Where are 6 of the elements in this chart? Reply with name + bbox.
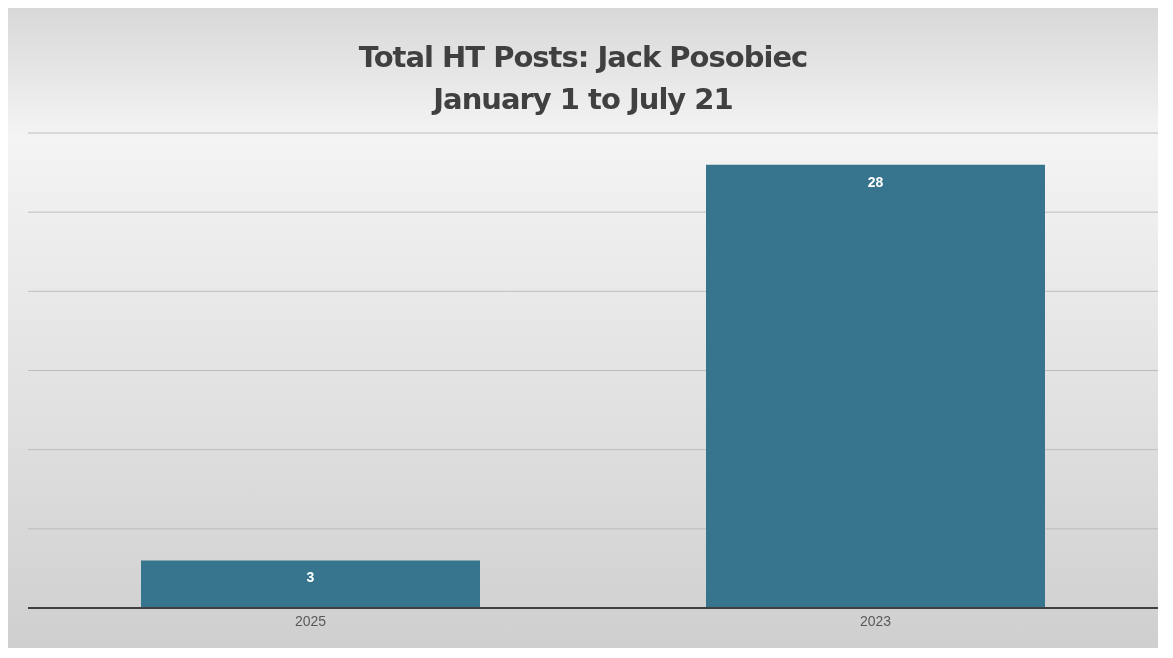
chart-title: Total HT Posts: Jack Posobiec [357, 39, 809, 76]
chart-subtitle: January 1 to July 21 [430, 81, 734, 118]
data-label: 3 [306, 569, 315, 586]
x-tick-label: 2023 [859, 612, 892, 629]
data-label: 28 [867, 173, 884, 190]
x-tick-label: 2025 [294, 612, 327, 629]
